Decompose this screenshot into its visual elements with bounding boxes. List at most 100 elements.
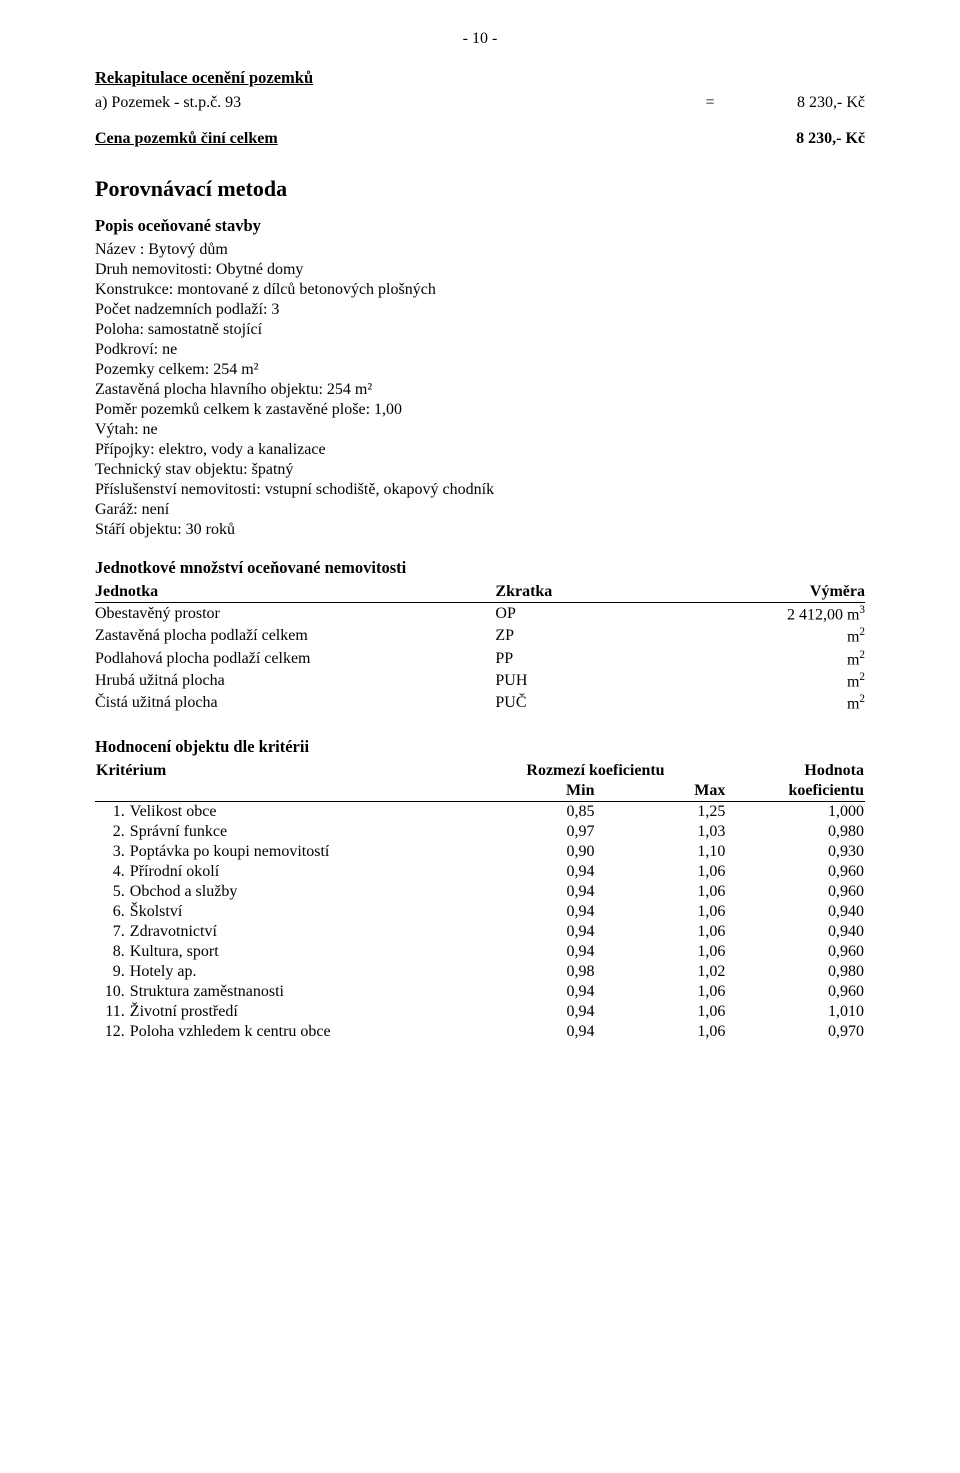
desc-list: Název : Bytový důmDruh nemovitosti: Obyt… [95, 240, 865, 540]
table-row: 5.Obchod a služby0,941,060,960 [95, 882, 865, 902]
table-row: 2.Správní funkce0,971,030,980 [95, 822, 865, 842]
unit-name: Čistá užitná plocha [95, 692, 495, 714]
crit-min: 0,94 [465, 862, 596, 882]
crit-name: Správní funkce [126, 822, 465, 842]
table-row: 4.Přírodní okolí0,941,060,960 [95, 862, 865, 882]
recap-item-value: 8 230,- Kč [725, 94, 865, 112]
recap-item-label: a) Pozemek - st.p.č. 93 [95, 94, 695, 112]
crit-val: 0,980 [726, 962, 865, 982]
crit-min: 0,94 [465, 902, 596, 922]
criteria-table: Kritérium Rozmezí koeficientu Hodnota Mi… [95, 761, 865, 1042]
crit-number: 8. [95, 942, 126, 962]
criteria-col-range: Rozmezí koeficientu [465, 761, 727, 781]
table-row: Obestavěný prostorOP2 412,00 m3 [95, 603, 865, 626]
crit-min: 0,94 [465, 882, 596, 902]
crit-val: 0,960 [726, 862, 865, 882]
crit-number: 9. [95, 962, 126, 982]
crit-number: 1. [95, 801, 126, 822]
crit-max: 1,06 [595, 942, 726, 962]
crit-max: 1,06 [595, 862, 726, 882]
desc-line: Zastavěná plocha hlavního objektu: 254 m… [95, 380, 865, 400]
crit-val: 0,960 [726, 982, 865, 1002]
crit-min: 0,94 [465, 922, 596, 942]
table-row: 8.Kultura, sport0,941,060,960 [95, 942, 865, 962]
units-heading: Jednotkové množství oceňované nemovitost… [95, 558, 865, 578]
table-row: 3.Poptávka po koupi nemovitostí0,901,100… [95, 842, 865, 862]
unit-abbr: PP [495, 648, 664, 670]
desc-line: Příslušenství nemovitosti: vstupní schod… [95, 480, 865, 500]
crit-max: 1,03 [595, 822, 726, 842]
crit-min: 0,90 [465, 842, 596, 862]
desc-line: Poměr pozemků celkem k zastavěné ploše: … [95, 400, 865, 420]
criteria-header-row-2: Min Max koeficientu [95, 781, 865, 802]
crit-min: 0,94 [465, 1022, 596, 1042]
criteria-col-max: Max [595, 781, 726, 802]
crit-min: 0,94 [465, 942, 596, 962]
desc-line: Stáří objektu: 30 roků [95, 520, 865, 540]
unit-value: m2 [665, 670, 865, 692]
desc-line: Podkroví: ne [95, 340, 865, 360]
recap-item: a) Pozemek - st.p.č. 93 = 8 230,- Kč [95, 94, 865, 112]
units-col-2: Zkratka [495, 582, 664, 603]
document-page: - 10 - Rekapitulace ocenění pozemků a) P… [0, 0, 960, 1473]
criteria-header-row-1: Kritérium Rozmezí koeficientu Hodnota [95, 761, 865, 781]
crit-name: Hotely ap. [126, 962, 465, 982]
crit-name: Obchod a služby [126, 882, 465, 902]
unit-value: m2 [665, 692, 865, 714]
crit-val: 0,930 [726, 842, 865, 862]
desc-line: Konstrukce: montované z dílců betonových… [95, 280, 865, 300]
desc-line: Druh nemovitosti: Obytné domy [95, 260, 865, 280]
crit-name: Životní prostředí [126, 1002, 465, 1022]
crit-name: Kultura, sport [126, 942, 465, 962]
table-row: 7.Zdravotnictví0,941,060,940 [95, 922, 865, 942]
crit-min: 0,94 [465, 1002, 596, 1022]
crit-max: 1,06 [595, 982, 726, 1002]
units-table: Jednotka Zkratka Výměra Obestavěný prost… [95, 582, 865, 715]
desc-heading: Popis oceňované stavby [95, 216, 865, 236]
unit-name: Obestavěný prostor [95, 603, 495, 626]
crit-name: Zdravotnictví [126, 922, 465, 942]
unit-name: Podlahová plocha podlaží celkem [95, 648, 495, 670]
crit-max: 1,06 [595, 1002, 726, 1022]
crit-val: 0,970 [726, 1022, 865, 1042]
table-row: 10.Struktura zaměstnanosti0,941,060,960 [95, 982, 865, 1002]
table-row: Podlahová plocha podlaží celkemPPm2 [95, 648, 865, 670]
desc-line: Název : Bytový dům [95, 240, 865, 260]
desc-line: Garáž: není [95, 500, 865, 520]
crit-max: 1,10 [595, 842, 726, 862]
desc-line: Pozemky celkem: 254 m² [95, 360, 865, 380]
crit-name: Školství [126, 902, 465, 922]
desc-line: Počet nadzemních podlaží: 3 [95, 300, 865, 320]
crit-max: 1,06 [595, 1022, 726, 1042]
criteria-heading: Hodnocení objektu dle kritérii [95, 737, 865, 757]
unit-name: Zastavěná plocha podlaží celkem [95, 625, 495, 647]
crit-number: 10. [95, 982, 126, 1002]
crit-number: 5. [95, 882, 126, 902]
crit-max: 1,06 [595, 922, 726, 942]
crit-val: 0,960 [726, 942, 865, 962]
desc-line: Přípojky: elektro, vody a kanalizace [95, 440, 865, 460]
page-number: - 10 - [95, 30, 865, 48]
unit-value: 2 412,00 m3 [665, 603, 865, 626]
unit-abbr: PUČ [495, 692, 664, 714]
table-row: 9.Hotely ap.0,981,020,980 [95, 962, 865, 982]
crit-max: 1,06 [595, 882, 726, 902]
recap-total-label: Cena pozemků činí celkem [95, 130, 725, 148]
units-header-row: Jednotka Zkratka Výměra [95, 582, 865, 603]
table-row: Hrubá užitná plochaPUHm2 [95, 670, 865, 692]
crit-val: 1,010 [726, 1002, 865, 1022]
table-row: 11.Životní prostředí0,941,061,010 [95, 1002, 865, 1022]
recap-total-value: 8 230,- Kč [725, 130, 865, 148]
recap-title: Rekapitulace ocenění pozemků [95, 68, 865, 88]
crit-val: 1,000 [726, 801, 865, 822]
crit-val: 0,940 [726, 922, 865, 942]
crit-name: Přírodní okolí [126, 862, 465, 882]
crit-number: 2. [95, 822, 126, 842]
crit-name: Velikost obce [126, 801, 465, 822]
unit-abbr: OP [495, 603, 664, 626]
table-row: 12.Poloha vzhledem k centru obce0,941,06… [95, 1022, 865, 1042]
crit-val: 0,940 [726, 902, 865, 922]
crit-number: 6. [95, 902, 126, 922]
crit-number: 3. [95, 842, 126, 862]
table-row: 6.Školství0,941,060,940 [95, 902, 865, 922]
